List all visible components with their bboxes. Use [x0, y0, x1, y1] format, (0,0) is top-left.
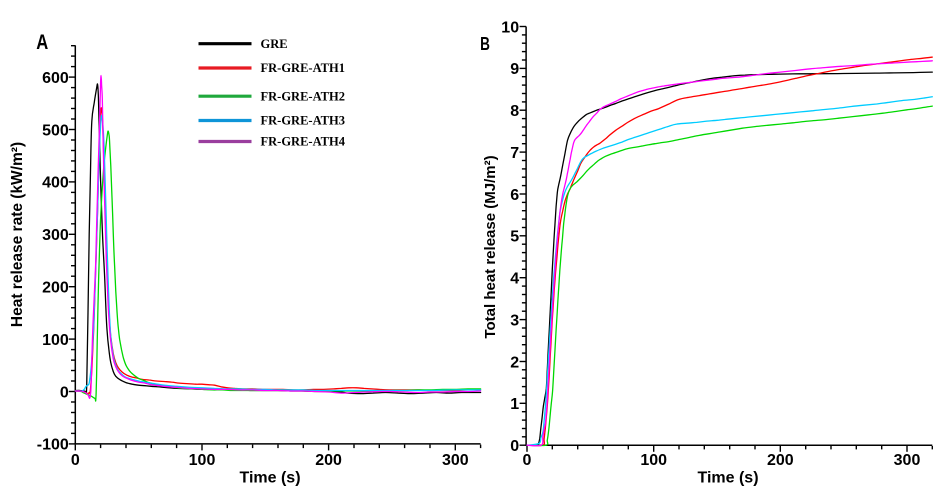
svg-text:Time (s): Time (s) — [697, 470, 758, 487]
svg-text:0: 0 — [60, 384, 69, 401]
svg-text:300: 300 — [894, 452, 921, 469]
svg-text:B: B — [480, 33, 490, 54]
svg-text:FR-GRE-ATH2: FR-GRE-ATH2 — [261, 89, 346, 103]
svg-text:FR-GRE-ATH4: FR-GRE-ATH4 — [261, 135, 346, 149]
svg-text:300: 300 — [442, 452, 469, 469]
svg-text:6: 6 — [510, 187, 519, 204]
svg-text:0: 0 — [71, 452, 80, 469]
svg-text:0: 0 — [510, 438, 519, 455]
svg-text:8: 8 — [510, 103, 519, 120]
svg-text:400: 400 — [42, 175, 69, 192]
svg-text:200: 200 — [42, 280, 69, 297]
svg-text:Time (s): Time (s) — [239, 470, 300, 487]
svg-text:FR-GRE-ATH3: FR-GRE-ATH3 — [261, 114, 346, 128]
svg-text:Heat release rate (kW/m²): Heat release rate (kW/m²) — [9, 142, 26, 327]
svg-text:FR-GRE-ATH1: FR-GRE-ATH1 — [261, 61, 346, 75]
svg-text:200: 200 — [767, 452, 794, 469]
svg-text:600: 600 — [42, 70, 69, 87]
svg-text:3: 3 — [510, 312, 519, 329]
svg-text:A: A — [36, 31, 48, 54]
svg-text:2: 2 — [510, 354, 519, 371]
svg-text:100: 100 — [189, 452, 216, 469]
svg-text:1: 1 — [510, 396, 519, 413]
svg-text:100: 100 — [42, 332, 69, 349]
svg-text:Total heat release (MJ/m²): Total heat release (MJ/m²) — [482, 155, 499, 338]
svg-text:300: 300 — [42, 227, 69, 244]
svg-text:GRE: GRE — [261, 37, 288, 51]
svg-text:-100: -100 — [37, 437, 69, 454]
svg-text:10: 10 — [501, 19, 519, 36]
svg-text:500: 500 — [42, 122, 69, 139]
svg-text:9: 9 — [510, 61, 519, 78]
svg-text:100: 100 — [640, 452, 667, 469]
svg-text:7: 7 — [510, 145, 519, 162]
svg-text:5: 5 — [510, 229, 519, 246]
svg-text:200: 200 — [315, 452, 342, 469]
svg-text:0: 0 — [523, 452, 532, 469]
svg-text:4: 4 — [510, 271, 519, 288]
